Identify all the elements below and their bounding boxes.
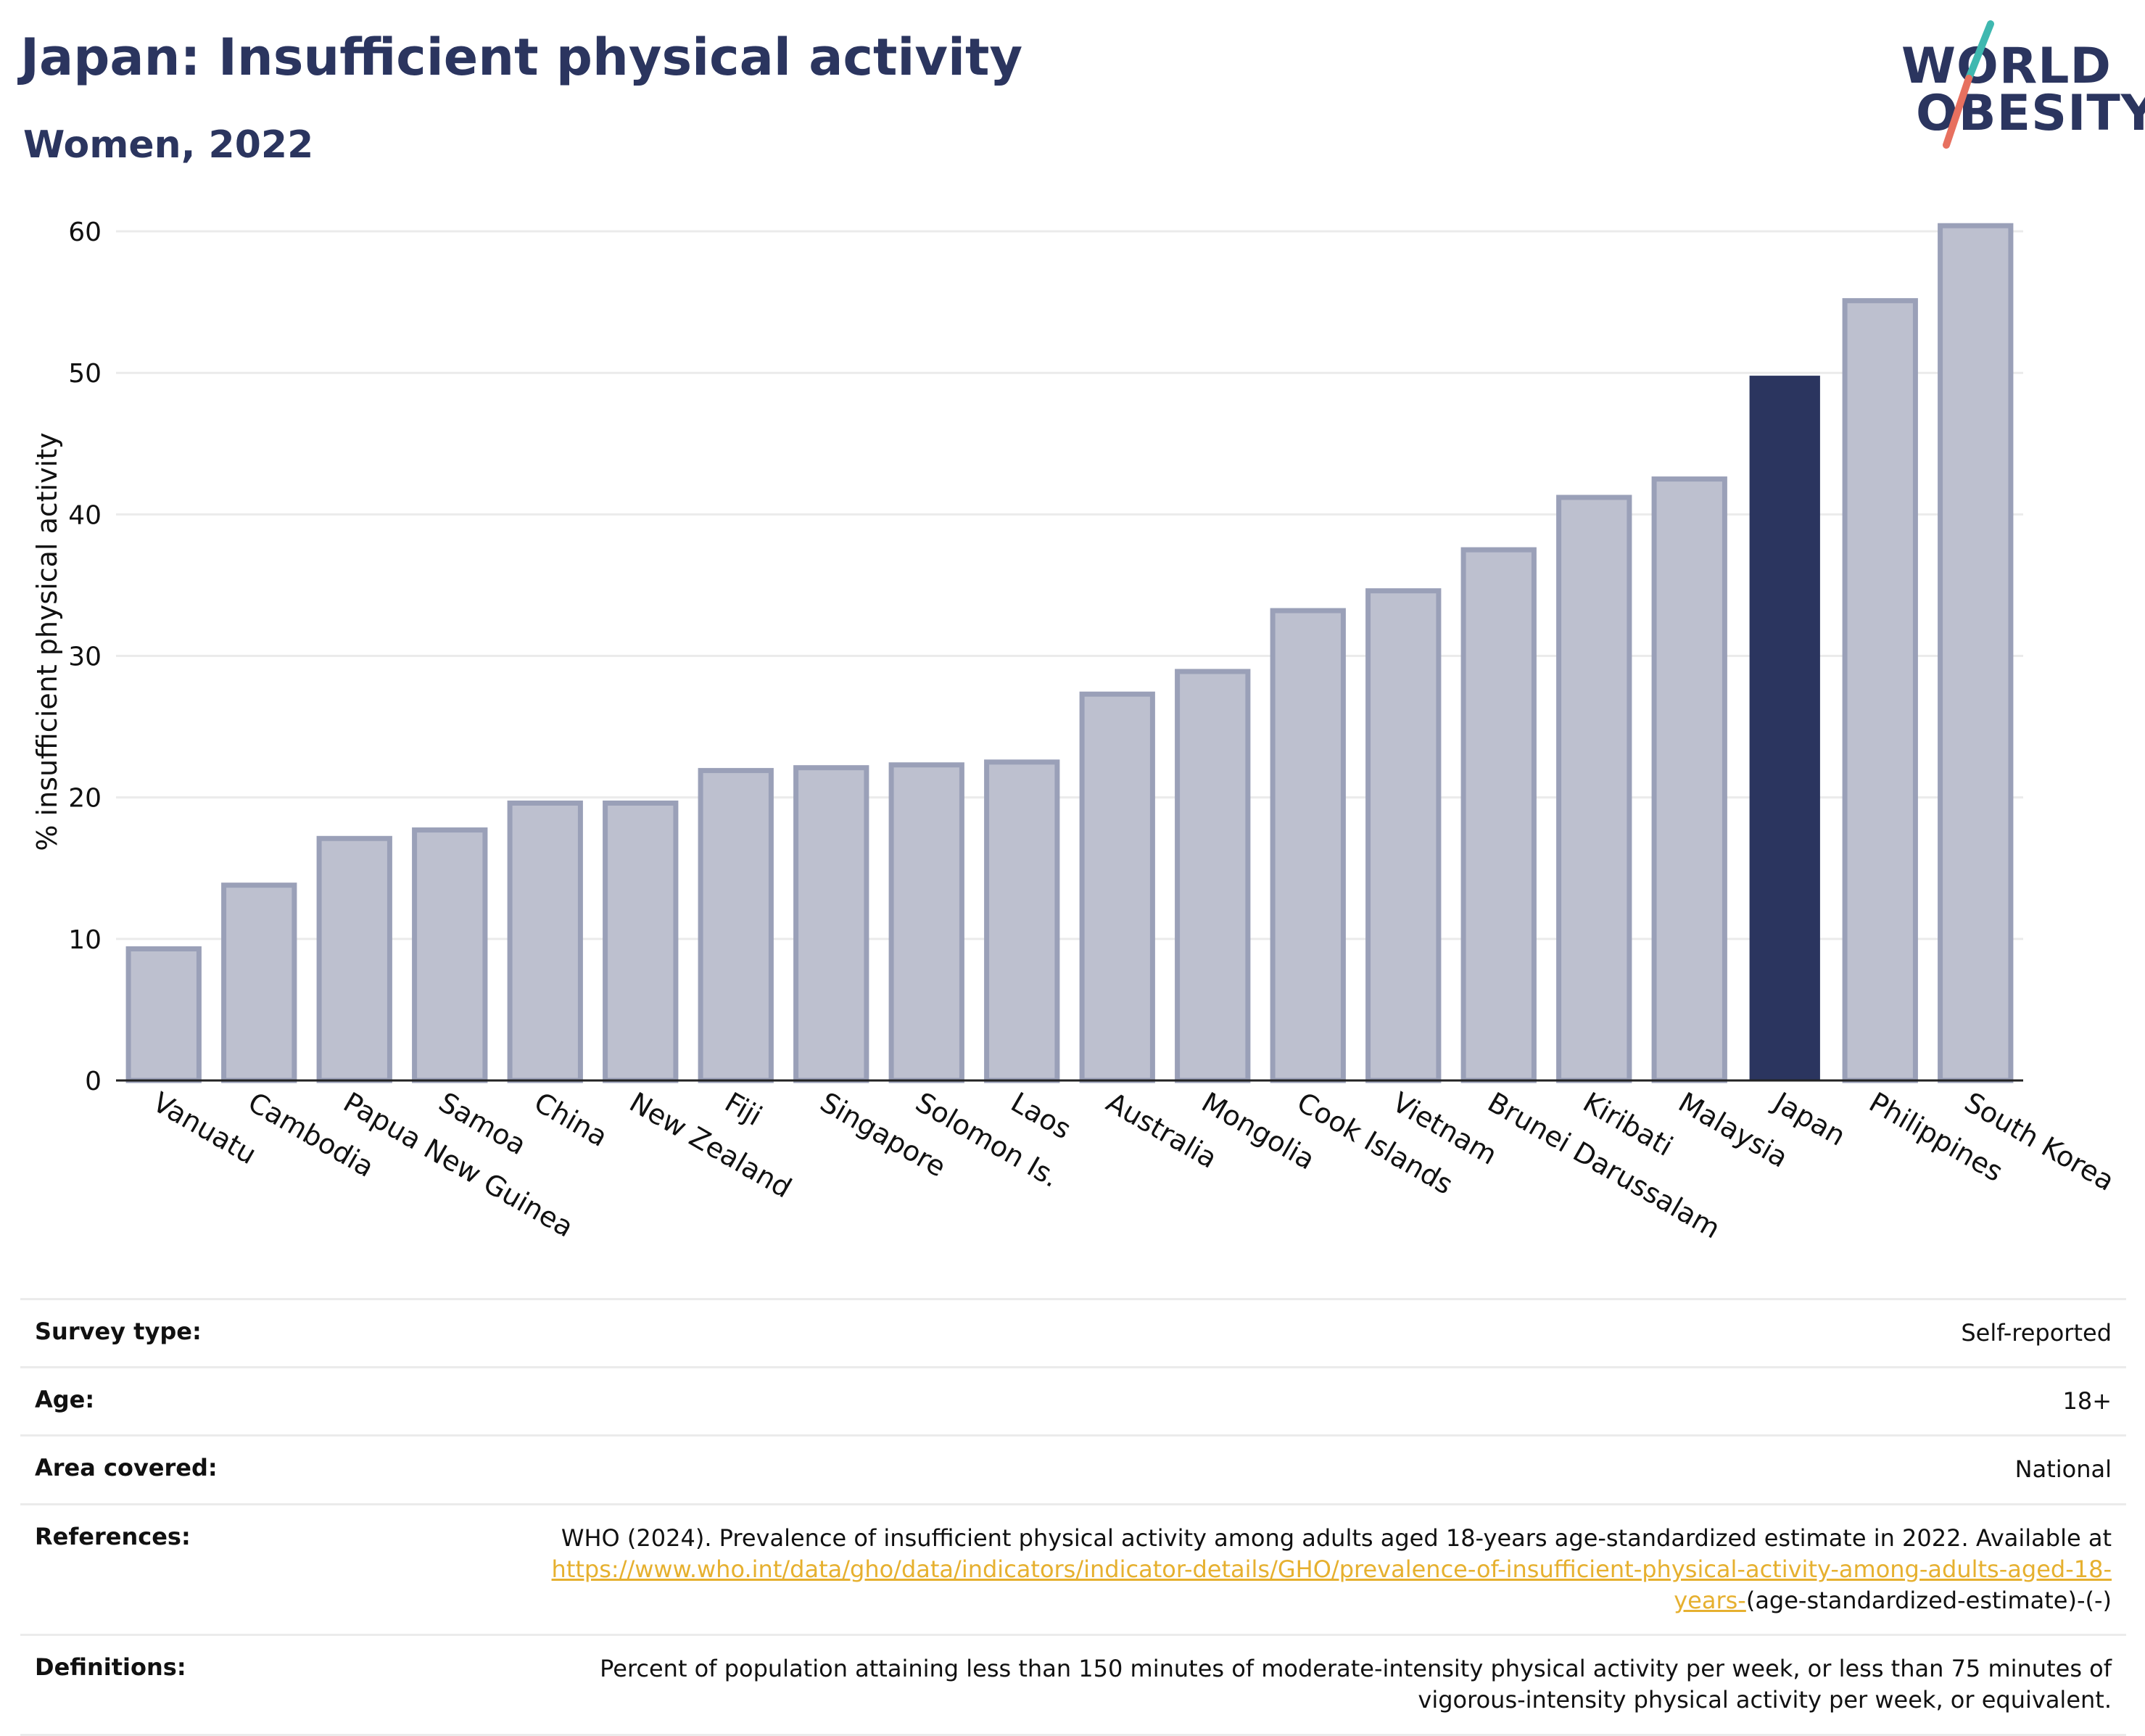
y-tick-label: 30	[68, 642, 102, 672]
meta-row-references: References: WHO (2024). Prevalence of in…	[20, 1503, 2126, 1634]
x-tick-label: New Zealand	[624, 1086, 797, 1204]
meta-label: Definitions:	[35, 1653, 186, 1682]
meta-label: Survey type:	[35, 1318, 202, 1345]
meta-row-age: Age: 18+	[20, 1366, 2126, 1434]
y-tick-label: 0	[85, 1067, 102, 1096]
bar-cook-islands	[1270, 608, 1346, 1083]
bar-brunei-darussalam	[1460, 547, 1537, 1083]
meta-value-references: WHO (2024). Prevalence of insufficient p…	[516, 1523, 2112, 1617]
meta-label: Age:	[35, 1386, 95, 1414]
meta-label: Area covered:	[35, 1454, 218, 1482]
y-tick-label: 40	[68, 500, 102, 530]
meta-value: National	[2014, 1455, 2112, 1484]
bar-china	[507, 800, 583, 1083]
chart-title: Japan: Insufficient physical activity	[20, 28, 1023, 87]
y-tick-label: 20	[68, 784, 102, 814]
meta-value: Self-reported	[1961, 1319, 2112, 1347]
bar-solomon-is-	[888, 762, 964, 1083]
bar-japan	[1749, 376, 1820, 1080]
logo-line-1: WORLD	[1901, 38, 2112, 95]
bar-fiji	[698, 768, 774, 1083]
y-tick-label: 60	[68, 218, 102, 247]
bar-singapore	[793, 765, 869, 1083]
meta-row-area-covered: Area covered: National	[20, 1434, 2126, 1503]
bar-vanuatu	[125, 946, 202, 1083]
meta-label: References:	[35, 1522, 191, 1550]
bar-kiribati	[1556, 495, 1632, 1083]
meta-row-definitions: Definitions: Percent of population attai…	[20, 1634, 2126, 1736]
references-link[interactable]: https://www.who.int/data/gho/data/indica…	[551, 1555, 2112, 1614]
y-tick-label: 50	[68, 359, 102, 389]
bar-chart: 0 10 20 30 40 50 60 % insufficient physical act…	[31, 218, 2120, 1245]
bar-philippines	[1842, 298, 1918, 1083]
y-axis-label: % insufficient physical activity	[31, 432, 63, 851]
bar-south-korea	[1938, 223, 2014, 1083]
bar-vietnam	[1365, 588, 1442, 1083]
world-obesity-logo: WORLD OBESITY	[1893, 20, 2145, 158]
bar-samoa	[412, 827, 488, 1083]
meta-row-survey-type: Survey type: Self-reported	[20, 1298, 2126, 1366]
bar-cambodia	[221, 883, 297, 1083]
x-tick-label: Laos	[1006, 1086, 1077, 1146]
logo-slash-icon	[1943, 20, 1994, 149]
meta-value: Percent of population attaining less tha…	[600, 1655, 2112, 1714]
metadata-table: Survey type: Self-reported Age: 18+ Area…	[20, 1298, 2126, 1736]
chart-subtitle: Women, 2022	[23, 123, 314, 167]
meta-value: 18+	[2062, 1387, 2112, 1415]
x-tick-label: Malaysia	[1673, 1086, 1793, 1174]
bar-papua-new-guinea	[316, 835, 392, 1083]
y-tick-label: 10	[68, 925, 102, 955]
bar-mongolia	[1175, 669, 1251, 1083]
references-text: WHO (2024). Prevalence of insufficient p…	[561, 1524, 2112, 1552]
references-suffix: (age-standardized-estimate)-(-)	[1745, 1586, 2112, 1614]
bar-new-zealand	[603, 800, 679, 1083]
bar-australia	[1079, 691, 1155, 1083]
x-tick-label: Vanuatu	[147, 1086, 262, 1170]
x-tick-label: China	[529, 1086, 613, 1153]
x-tick-label: Fiji	[719, 1086, 767, 1132]
bar-malaysia	[1651, 476, 1727, 1083]
bar-laos	[984, 759, 1060, 1083]
